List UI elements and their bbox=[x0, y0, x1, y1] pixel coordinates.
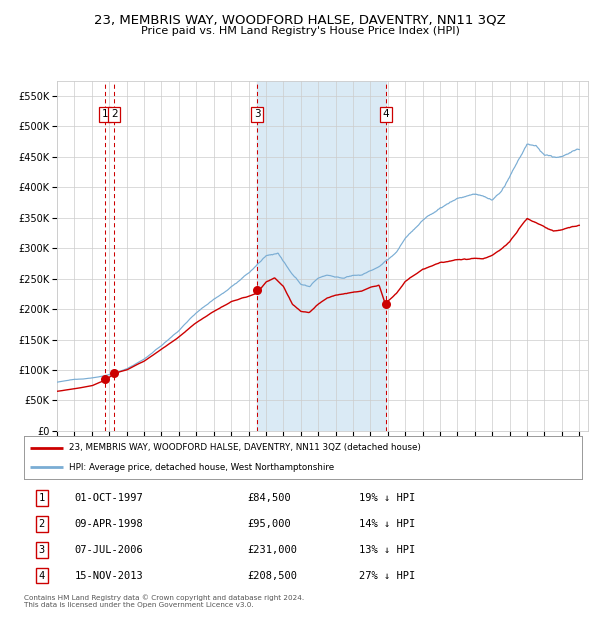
Text: £95,000: £95,000 bbox=[247, 519, 291, 529]
Bar bbox=[257, 81, 386, 431]
Text: 14% ↓ HPI: 14% ↓ HPI bbox=[359, 519, 415, 529]
Text: HPI: Average price, detached house, West Northamptonshire: HPI: Average price, detached house, West… bbox=[68, 463, 334, 472]
Text: 13% ↓ HPI: 13% ↓ HPI bbox=[359, 544, 415, 555]
Text: Price paid vs. HM Land Registry's House Price Index (HPI): Price paid vs. HM Land Registry's House … bbox=[140, 26, 460, 36]
Text: 4: 4 bbox=[39, 570, 45, 580]
Text: 23, MEMBRIS WAY, WOODFORD HALSE, DAVENTRY, NN11 3QZ: 23, MEMBRIS WAY, WOODFORD HALSE, DAVENTR… bbox=[94, 14, 506, 27]
Text: 4: 4 bbox=[382, 109, 389, 119]
Text: 1: 1 bbox=[39, 493, 45, 503]
Text: £208,500: £208,500 bbox=[247, 570, 297, 580]
Text: 23, MEMBRIS WAY, WOODFORD HALSE, DAVENTRY, NN11 3QZ (detached house): 23, MEMBRIS WAY, WOODFORD HALSE, DAVENTR… bbox=[68, 443, 421, 453]
Text: 2: 2 bbox=[39, 519, 45, 529]
Text: 15-NOV-2013: 15-NOV-2013 bbox=[74, 570, 143, 580]
Text: £84,500: £84,500 bbox=[247, 493, 291, 503]
Text: 19% ↓ HPI: 19% ↓ HPI bbox=[359, 493, 415, 503]
Text: Contains HM Land Registry data © Crown copyright and database right 2024.
This d: Contains HM Land Registry data © Crown c… bbox=[24, 594, 304, 608]
Text: 07-JUL-2006: 07-JUL-2006 bbox=[74, 544, 143, 555]
Text: £231,000: £231,000 bbox=[247, 544, 297, 555]
Text: 3: 3 bbox=[254, 109, 260, 119]
Text: 1: 1 bbox=[101, 109, 108, 119]
Text: 27% ↓ HPI: 27% ↓ HPI bbox=[359, 570, 415, 580]
Text: 3: 3 bbox=[39, 544, 45, 555]
Text: 09-APR-1998: 09-APR-1998 bbox=[74, 519, 143, 529]
Text: 01-OCT-1997: 01-OCT-1997 bbox=[74, 493, 143, 503]
Text: 2: 2 bbox=[111, 109, 118, 119]
